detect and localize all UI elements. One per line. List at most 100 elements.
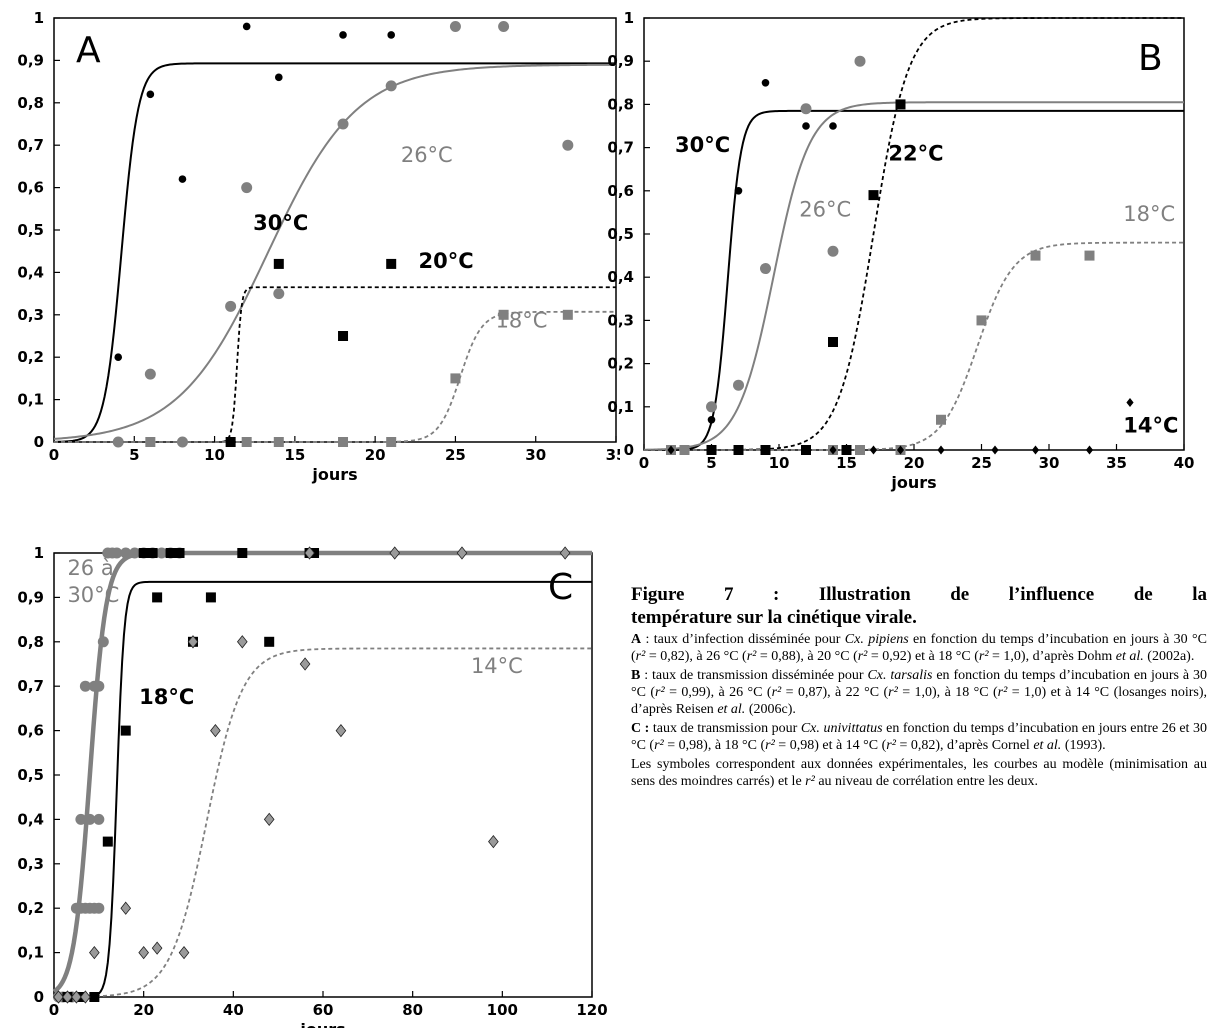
data-point [138, 945, 149, 960]
caption-text-run: r² [655, 685, 665, 700]
data-point [120, 901, 132, 915]
caption-text-run: r² [746, 649, 757, 664]
caption-text-run: en fonction du temps d’incubation en jou… [631, 721, 1207, 753]
y-tick-label: 0,9 [17, 51, 44, 69]
data-point [225, 437, 236, 447]
curve-label: 18°C [496, 309, 548, 333]
data-point [802, 122, 810, 130]
x-tick-label: 30 [1039, 454, 1060, 472]
data-point [71, 990, 82, 1004]
data-point [120, 547, 132, 559]
y-tick-label: 0,7 [607, 139, 634, 157]
data-point [855, 445, 865, 455]
data-point [1084, 250, 1095, 261]
data-point [273, 288, 285, 300]
data-point [210, 723, 221, 738]
caption-text-run: : taux de transmission disséminée pour [640, 668, 868, 683]
data-point [800, 103, 812, 115]
caption-text-run: Cx. pipiens [844, 632, 909, 647]
data-point [111, 547, 123, 559]
x-tick-label: 20 [133, 1001, 154, 1019]
y-tick-label: 0,3 [607, 311, 634, 329]
caption-text-run: = 1,0), à 18 °C ( [897, 685, 998, 700]
data-point [337, 118, 349, 130]
data-point [335, 723, 347, 738]
plot-frame [643, 17, 1185, 451]
caption-text-run: et al. [1033, 738, 1062, 753]
caption-text-run: Cx. univittatus [800, 721, 883, 736]
data-point [562, 309, 573, 320]
x-tick-label: 80 [402, 1001, 423, 1019]
caption-text-run: r² [805, 774, 815, 789]
data-point [264, 636, 275, 647]
caption-text-run: r² [857, 649, 868, 664]
data-point [802, 445, 810, 455]
x-tick-label: 10 [769, 454, 790, 472]
caption-text-run: r² [978, 649, 989, 664]
y-tick-label: 0,2 [607, 355, 634, 373]
data-point [976, 315, 987, 326]
caption-paragraph: B : taux de transmission disséminée pour… [631, 667, 1207, 718]
data-point [80, 990, 91, 1004]
data-point [559, 546, 571, 560]
caption-text-run: B [631, 668, 641, 683]
y-tick-label: 0,1 [17, 944, 44, 962]
data-point [299, 657, 311, 671]
y-tick-label: 0,1 [607, 398, 634, 416]
caption-text-run: r² [886, 738, 896, 753]
y-tick-label: 0,4 [17, 810, 44, 828]
caption-text-run: au niveau de corrélation entre les deux. [814, 774, 1038, 789]
model-curve [644, 109, 1184, 451]
y-tick-label: 0,3 [17, 855, 44, 873]
x-tick-label: 35 [1106, 454, 1127, 472]
y-tick-label: 0,7 [17, 677, 44, 695]
y-tick-label: 0,9 [607, 52, 634, 70]
caption-text-run: C : [631, 721, 650, 736]
model-curve [644, 17, 1184, 451]
caption-paragraph: A : taux d’infection disséminée pour Cx.… [631, 631, 1207, 665]
data-point [828, 337, 838, 347]
panel-letter: B [1138, 38, 1163, 79]
data-point [138, 548, 149, 558]
caption-text-run: = 0,87), à 22 °C ( [781, 685, 889, 700]
curve-label: 22°C [888, 142, 943, 166]
caption-paragraph: Les symboles correspondent aux données e… [631, 756, 1207, 790]
data-point [733, 445, 744, 455]
y-tick-label: 0,8 [17, 94, 44, 112]
data-point [93, 902, 105, 914]
data-point [93, 680, 105, 692]
curve-label: 18°C [1123, 202, 1175, 226]
caption-text-run: en fonction du temps d’incubation en jou… [631, 668, 1207, 700]
x-axis-label: jours [299, 1020, 345, 1028]
data-point [151, 941, 163, 955]
data-point [498, 309, 509, 320]
x-tick-label: 40 [223, 1001, 244, 1019]
x-tick-label: 5 [706, 454, 716, 472]
data-point [338, 437, 349, 447]
model-curve [53, 647, 592, 998]
y-tick-label: 0,6 [17, 179, 44, 197]
data-point [176, 436, 188, 448]
data-point [667, 445, 675, 455]
caption-text-run: taux de transmission pour [649, 721, 801, 736]
curve-label: 30°C [67, 583, 119, 607]
data-point [165, 548, 176, 558]
data-point [156, 547, 168, 559]
data-point [152, 592, 163, 603]
data-point [339, 31, 347, 39]
data-point [275, 73, 283, 82]
data-point [53, 990, 64, 1004]
data-point [760, 263, 771, 275]
y-tick-label: 0,6 [607, 182, 634, 200]
curve-label: 26 à [67, 556, 113, 580]
data-point [761, 79, 770, 87]
data-point [1031, 445, 1040, 455]
caption-paragraph: C : taux de transmission pour Cx. univit… [631, 720, 1207, 754]
data-point [896, 445, 905, 455]
x-tick-label: 15 [284, 446, 305, 464]
data-point [389, 546, 401, 560]
data-point [387, 31, 396, 39]
caption-text-run: Les symboles correspondent aux données e… [631, 757, 1207, 789]
data-point [178, 945, 190, 960]
model-curve [52, 550, 592, 994]
